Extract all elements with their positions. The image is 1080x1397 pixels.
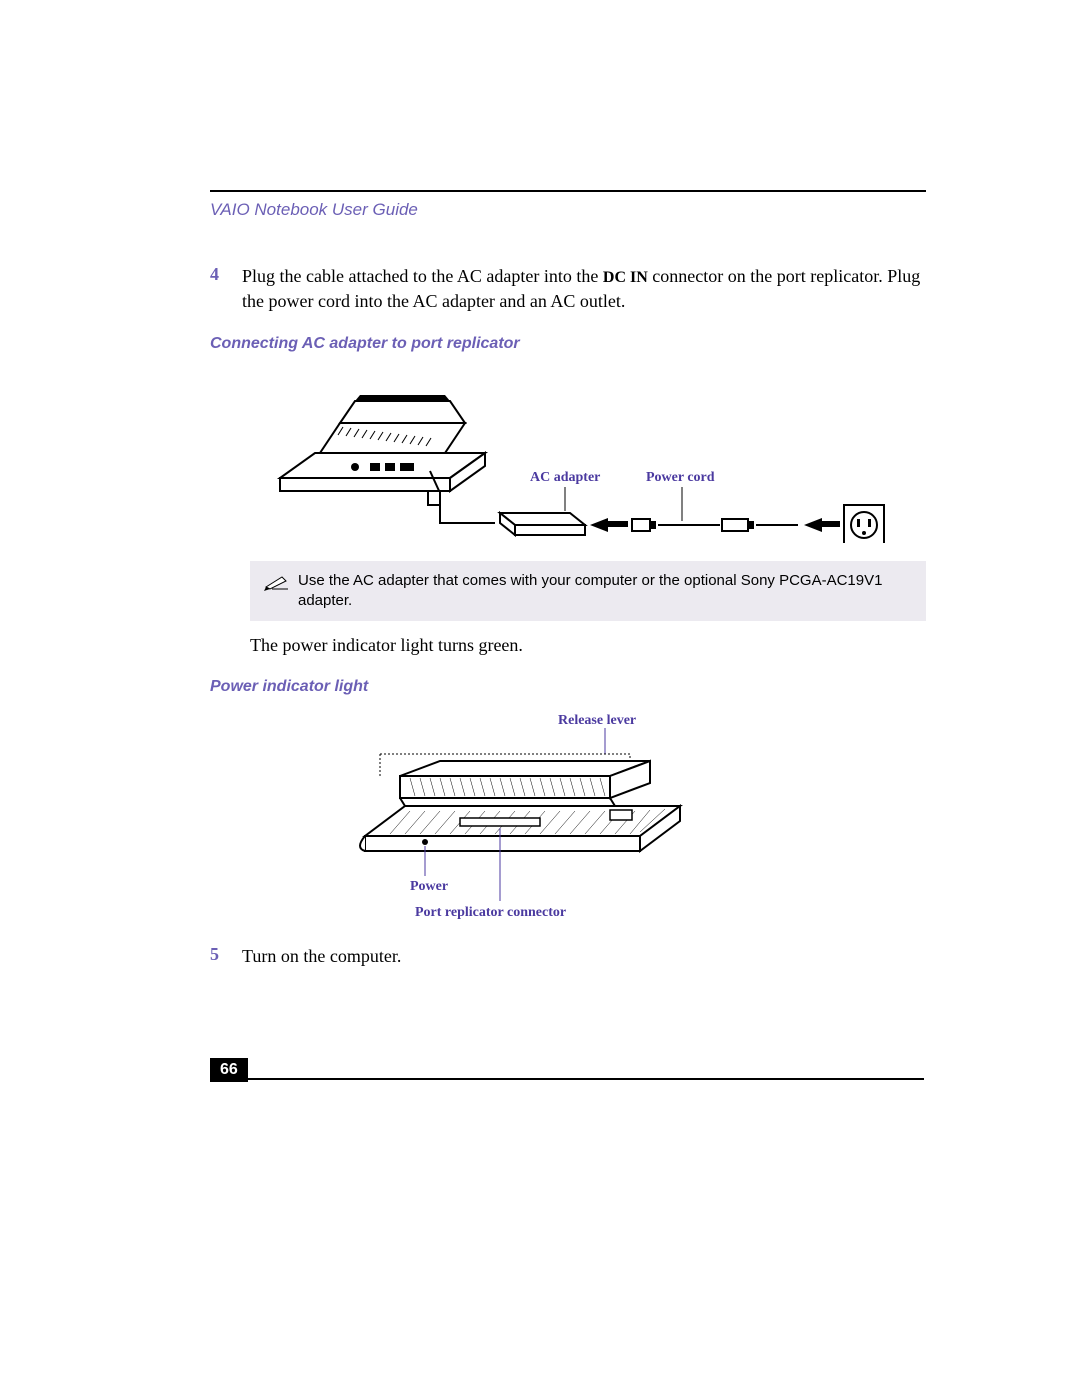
note-box: Use the AC adapter that comes with your … [250,561,926,622]
page-content: VAIO Notebook User Guide 4 Plug the cabl… [210,190,926,989]
cord-connector-2 [722,519,754,531]
dock-drawing [360,761,680,851]
port-replicator-drawing [280,395,485,491]
step-4: 4 Plug the cable attached to the AC adap… [210,264,926,313]
footer-rule [244,1078,924,1080]
figure-1: AC adapter Power cord [250,363,926,543]
note-icon [264,573,290,596]
fig2-label-connector: Port replicator connector [415,905,566,920]
fig2-label-power: Power [410,879,448,894]
arrow-left-1 [590,518,628,532]
page-number: 66 [210,1058,248,1082]
footer: 66 [210,1058,926,1082]
step-4-number: 4 [210,264,242,313]
note-text: Use the AC adapter that comes with your … [298,571,912,612]
fig1-label-cord: Power cord [646,470,715,485]
ac-adapter-drawing [500,513,585,535]
step-5: 5 Turn on the computer. [210,944,926,968]
header-rule [210,190,926,192]
header-title: VAIO Notebook User Guide [210,200,926,220]
fig2-label-release: Release lever [558,713,636,728]
indicator-text: The power indicator light turns green. [250,635,926,656]
step-5-text: Turn on the computer. [242,944,401,968]
figure-2-caption: Power indicator light [210,678,926,696]
step-4-dcin: DC IN [603,269,648,286]
cord-connector-1 [632,519,656,531]
outlet-drawing [844,505,884,543]
fig1-label-ac: AC adapter [530,470,600,485]
step-4-text-a: Plug the cable attached to the AC adapte… [242,266,603,286]
arrow-left-2 [804,518,840,532]
figure-1-caption: Connecting AC adapter to port replicator [210,335,926,353]
step-4-text: Plug the cable attached to the AC adapte… [242,264,926,313]
step-5-number: 5 [210,944,242,968]
figure-2: Release lever [310,706,926,926]
